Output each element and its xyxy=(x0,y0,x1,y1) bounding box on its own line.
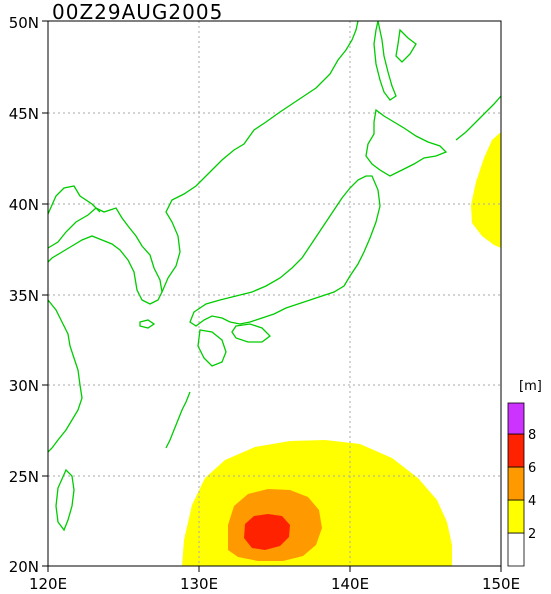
coast-mainland xyxy=(47,207,163,305)
legend-swatch-0 xyxy=(507,532,525,567)
y-tick-50n: 50N xyxy=(9,14,39,32)
contour-2m-south xyxy=(182,440,452,566)
legend-swatch-4 xyxy=(507,402,525,435)
map-title: 00Z29AUG2005 xyxy=(52,0,224,24)
grid-lines xyxy=(48,21,501,566)
y-tick-40n: 40N xyxy=(9,196,39,214)
x-tick-120e: 120E xyxy=(29,575,67,593)
coast-hokkaido xyxy=(365,108,448,177)
x-tick-150e: 150E xyxy=(482,575,520,593)
legend-label-4: 4 xyxy=(528,494,536,509)
coast-jeju xyxy=(139,319,156,329)
y-tick-35n: 35N xyxy=(9,287,39,305)
legend-label-2: 2 xyxy=(528,527,536,542)
legend-unit: [m] xyxy=(519,379,542,394)
y-tick-30n: 30N xyxy=(9,377,39,395)
legend-swatch-1 xyxy=(507,499,525,534)
y-tick-25n: 25N xyxy=(9,468,39,486)
wave-contours xyxy=(182,132,501,566)
x-tick-140e: 140E xyxy=(331,575,369,593)
y-tick-45n: 45N xyxy=(9,105,39,123)
coast-sakhalin-east xyxy=(395,28,417,63)
legend-label-8: 8 xyxy=(528,428,536,443)
coast-china-south xyxy=(47,299,83,453)
coast-kyushu xyxy=(197,329,227,367)
x-axis xyxy=(47,566,502,572)
x-tick-130e: 130E xyxy=(180,575,218,593)
legend-swatch-3 xyxy=(507,433,525,468)
map-frame xyxy=(47,20,502,567)
coast-sakhalin xyxy=(373,20,397,101)
coast-kuril xyxy=(455,95,502,141)
color-legend: [m] 2 4 6 8 xyxy=(507,379,542,567)
y-tick-20n: 20N xyxy=(9,558,39,576)
coastlines xyxy=(47,20,502,532)
legend-swatch-2 xyxy=(507,466,525,501)
coast-ryukyu xyxy=(165,391,191,449)
contour-6m xyxy=(244,514,290,550)
coast-honshu xyxy=(189,175,381,327)
coast-shikoku xyxy=(231,323,271,343)
coast-northeast-asia xyxy=(47,185,101,215)
coast-taiwan xyxy=(55,468,75,532)
coast-korea-east xyxy=(161,20,359,293)
legend-label-6: 6 xyxy=(528,461,536,476)
y-axis xyxy=(42,20,48,567)
contour-2m-east xyxy=(471,132,501,248)
